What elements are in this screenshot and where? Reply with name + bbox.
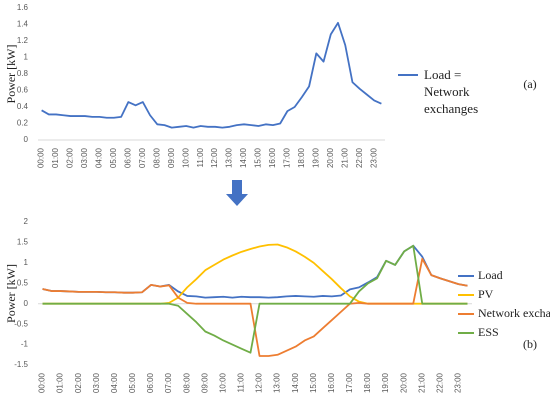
x-tick-label: 02:00 bbox=[74, 372, 83, 393]
y-tick-label: 1.4 bbox=[17, 20, 29, 29]
y-tick-label: 0.4 bbox=[17, 102, 29, 111]
x-tick-label: 15:00 bbox=[309, 372, 318, 393]
y-tick-label: 2 bbox=[24, 217, 29, 226]
y-tick-label: 1.6 bbox=[17, 3, 29, 12]
x-tick-label: 06:00 bbox=[146, 372, 155, 393]
y-tick-label: 1.5 bbox=[17, 238, 29, 247]
y-axis-label: Power [kW] bbox=[4, 264, 18, 323]
x-tick-label: 05:00 bbox=[128, 372, 137, 393]
x-tick-label: 00:00 bbox=[38, 372, 47, 393]
x-tick-label: 11:00 bbox=[196, 147, 205, 167]
x-tick-label: 07:00 bbox=[164, 372, 173, 393]
x-tick-label: 01:00 bbox=[56, 372, 65, 393]
x-tick-label: 03:00 bbox=[80, 147, 89, 168]
x-tick-label: 07:00 bbox=[138, 147, 147, 168]
x-tick-label: 19:00 bbox=[381, 372, 390, 393]
y-tick-label: 1.2 bbox=[17, 36, 29, 45]
y-tick-label: 0.8 bbox=[17, 69, 29, 78]
y-tick-label: 1 bbox=[24, 258, 29, 267]
x-tick-label: 03:00 bbox=[92, 372, 101, 393]
legend-label: Network exchanges bbox=[478, 306, 550, 320]
x-tick-label: 04:00 bbox=[95, 147, 104, 168]
x-tick-label: 08:00 bbox=[182, 372, 191, 393]
x-tick-label: 23:00 bbox=[454, 372, 463, 393]
x-tick-label: 15:00 bbox=[254, 147, 263, 168]
x-tick-label: 18:00 bbox=[297, 147, 306, 168]
y-axis-label: Power [kW] bbox=[4, 45, 18, 104]
x-tick-label: 23:00 bbox=[369, 147, 378, 168]
y-tick-label: 0.5 bbox=[17, 278, 29, 287]
x-tick-label: 02:00 bbox=[66, 147, 75, 168]
legend-label: Load = Network exchanges bbox=[424, 67, 479, 116]
x-tick-label: 16:00 bbox=[268, 147, 277, 168]
arrow bbox=[226, 180, 248, 206]
x-tick-label: 22:00 bbox=[435, 372, 444, 393]
x-tick-label: 12:00 bbox=[210, 147, 219, 168]
x-tick-label: 18:00 bbox=[363, 372, 372, 393]
x-tick-label: 10:00 bbox=[181, 147, 190, 168]
x-tick-label: 16:00 bbox=[327, 372, 336, 393]
x-tick-label: 17:00 bbox=[283, 147, 292, 168]
legend-label: Load bbox=[478, 268, 503, 282]
x-tick-label: 13:00 bbox=[225, 147, 234, 168]
series-line bbox=[42, 244, 468, 354]
y-tick-label: 0.2 bbox=[17, 119, 29, 128]
x-tick-label: 20:00 bbox=[326, 147, 335, 168]
panel-label: (b) bbox=[523, 337, 537, 351]
y-tick-label: -1.5 bbox=[14, 360, 28, 369]
x-tick-label: 09:00 bbox=[167, 147, 176, 168]
x-tick-label: 00:00 bbox=[37, 147, 46, 168]
x-tick-label: 12:00 bbox=[255, 372, 264, 393]
x-tick-label: 20:00 bbox=[399, 372, 408, 393]
y-tick-label: -1 bbox=[21, 340, 29, 349]
x-tick-label: 13:00 bbox=[273, 372, 282, 393]
x-tick-label: 14:00 bbox=[239, 147, 248, 168]
legend-label: ESS bbox=[478, 325, 499, 339]
series-line bbox=[41, 21, 382, 129]
y-tick-label: 1 bbox=[24, 53, 29, 62]
x-tick-label: 04:00 bbox=[110, 372, 119, 393]
x-tick-label: 05:00 bbox=[109, 147, 118, 168]
series-line bbox=[42, 257, 468, 357]
y-tick-label: 0.6 bbox=[17, 86, 29, 95]
y-tick-label: -0.5 bbox=[14, 319, 28, 328]
x-tick-label: 21:00 bbox=[417, 372, 426, 393]
legend-label: PV bbox=[478, 287, 494, 301]
x-tick-label: 19:00 bbox=[311, 147, 320, 168]
x-tick-label: 08:00 bbox=[152, 147, 161, 168]
x-tick-label: 17:00 bbox=[345, 372, 354, 393]
x-tick-label: 22:00 bbox=[355, 147, 364, 168]
x-tick-label: 11:00 bbox=[237, 372, 246, 392]
panel-label: (a) bbox=[523, 77, 536, 91]
x-tick-label: 21:00 bbox=[340, 147, 349, 168]
x-tick-label: 14:00 bbox=[291, 372, 300, 393]
x-tick-label: 10:00 bbox=[218, 372, 227, 393]
x-tick-label: 06:00 bbox=[123, 147, 132, 168]
y-tick-label: 0 bbox=[24, 299, 29, 308]
x-tick-label: 09:00 bbox=[200, 372, 209, 393]
x-tick-label: 01:00 bbox=[51, 147, 60, 168]
y-tick-label: 0 bbox=[24, 135, 29, 144]
